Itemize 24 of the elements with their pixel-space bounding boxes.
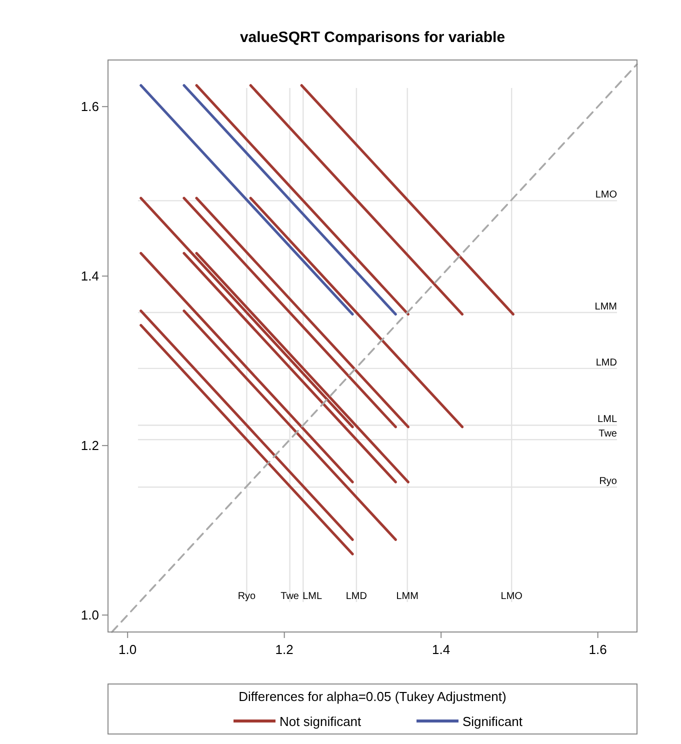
ref-line-label: Twe	[598, 428, 618, 440]
ref-line-label: LMM	[396, 591, 418, 602]
legend-label: Significant	[462, 714, 523, 729]
ref-line-label: Ryo	[238, 591, 256, 602]
y-tick-label: 1.6	[80, 99, 99, 114]
y-tick-label: 1.2	[80, 438, 99, 454]
x-tick-label: 1.6	[588, 642, 607, 657]
ref-line-label: Ryo	[599, 476, 618, 488]
ref-line-label: LMM	[594, 302, 617, 313]
ref-line-label: LMD	[596, 357, 617, 368]
ref-line-label: LMD	[346, 591, 367, 602]
x-tick-label: 1.0	[118, 642, 137, 657]
ref-line-label: LML	[302, 591, 322, 602]
legend-title: Differences for alpha=0.05 (Tukey Adjustment)	[238, 689, 506, 704]
y-tick-label: 1.4	[80, 268, 99, 284]
chart-title: valueSQRT Comparisons for variable	[240, 29, 506, 46]
legend-label: Not significant	[280, 714, 362, 729]
ref-line-label: LML	[598, 414, 618, 426]
x-tick-label: 1.4	[432, 642, 450, 657]
ref-line-label: Twe	[280, 591, 300, 602]
x-tick-label: 1.2	[275, 642, 294, 657]
ref-line-label: LMO	[500, 591, 523, 602]
y-tick-label: 1.0	[80, 608, 99, 623]
ref-line-label: LMO	[595, 190, 618, 201]
